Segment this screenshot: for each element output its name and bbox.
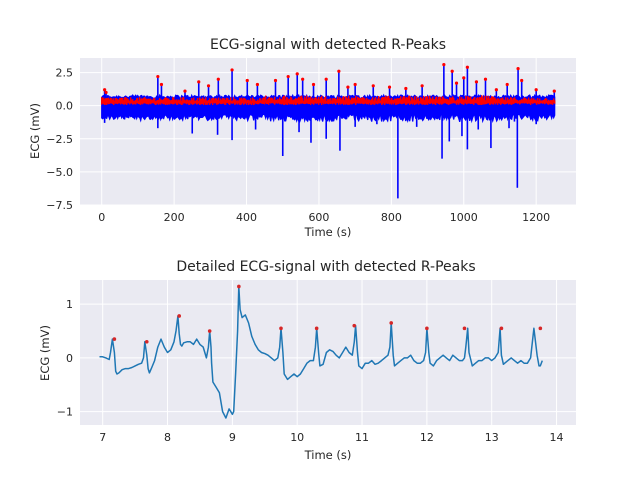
r-peak-marker	[314, 326, 319, 331]
y-tick-label: 1	[66, 298, 73, 311]
r-peak-marker	[324, 77, 328, 81]
r-peak-marker	[462, 76, 466, 80]
y-tick-label: −2.5	[46, 133, 73, 146]
r-peak-marker	[474, 80, 479, 84]
r-peak-marker	[442, 63, 446, 67]
r-peak-marker	[206, 84, 211, 88]
x-tick-label: 400	[236, 211, 257, 224]
detail-x-axis-label: Time (s)	[304, 448, 352, 462]
detail-series	[99, 284, 544, 419]
r-peak-marker	[465, 65, 469, 69]
x-tick-label: 10	[290, 431, 304, 444]
r-peak-marker	[207, 329, 212, 333]
r-peak-marker	[156, 74, 160, 79]
detail-gridlines	[80, 280, 576, 425]
overview-chart-title: ECG-signal with detected R-Peaks	[210, 37, 446, 53]
x-tick-label: 8	[164, 431, 171, 444]
overview-y-tick-labels: 2.5 0.0 −2.5 −5.0 −7.5	[46, 67, 73, 212]
r-peak-marker	[237, 284, 241, 289]
x-tick-label: 200	[164, 211, 185, 224]
x-tick-label: 600	[308, 211, 329, 224]
r-peak-marker	[279, 326, 283, 331]
r-peak-marker	[534, 88, 538, 92]
r-peak-marker	[144, 339, 149, 344]
r-peak-marker	[389, 321, 394, 325]
r-peak-marker	[295, 72, 299, 76]
r-peak-marker	[197, 80, 201, 84]
x-tick-label: 11	[355, 431, 369, 444]
r-peak-marker	[404, 86, 408, 91]
x-tick-label: 0	[98, 211, 105, 224]
r-peak-marker	[352, 323, 357, 328]
r-peak-marker	[462, 326, 467, 331]
r-peak-marker	[245, 78, 249, 83]
r-peak-marker	[420, 84, 424, 88]
y-tick-label: 0.0	[56, 100, 74, 113]
y-tick-label: −1	[57, 406, 73, 419]
overview-x-tick-labels: 0 200 400 600 800 1000 1200	[98, 211, 550, 224]
r-peak-marker	[311, 82, 316, 87]
ecg-detail-line	[99, 285, 544, 419]
overview-plot-area	[80, 58, 576, 205]
r-peak-marker	[505, 82, 509, 87]
y-tick-label: −5.0	[46, 166, 73, 179]
r-peak-marker	[337, 69, 341, 73]
overview-y-axis-label: ECG (mV)	[28, 103, 42, 159]
x-tick-label: 14	[550, 431, 564, 444]
x-tick-label: 1200	[522, 211, 550, 224]
r-peak-markers	[101, 95, 556, 106]
r-peak-marker	[255, 82, 260, 87]
r-peak-marker	[450, 69, 454, 73]
y-tick-label: 0	[66, 352, 73, 365]
r-peak-marker	[104, 90, 108, 95]
r-peak-marker	[301, 77, 305, 81]
r-peak-marker	[499, 326, 504, 331]
y-tick-label: −7.5	[46, 199, 73, 212]
y-tick-label: 2.5	[56, 67, 74, 80]
r-peak-marker	[183, 89, 187, 93]
x-tick-label: 12	[420, 431, 434, 444]
overview-series	[101, 63, 556, 199]
detail-y-tick-labels: 1 0 −1	[57, 298, 73, 418]
r-peak-marker	[371, 84, 375, 88]
r-peak-marker	[177, 314, 181, 318]
r-peak-marker	[454, 81, 459, 85]
x-tick-label: 800	[381, 211, 402, 224]
r-peak-marker	[103, 88, 107, 92]
r-peak-marker	[112, 337, 117, 341]
r-peak-marker	[552, 89, 556, 93]
r-peak-marker	[483, 77, 488, 81]
r-peak-marker	[353, 82, 357, 87]
detail-chart: Detailed ECG-signal with detected R-Peak…	[38, 259, 576, 462]
overview-x-axis-label: Time (s)	[304, 225, 352, 239]
detail-y-axis-label: ECG (mV)	[38, 325, 52, 381]
r-peak-marker	[216, 77, 220, 81]
r-peak-marker	[230, 68, 234, 72]
r-peak-marker	[538, 326, 543, 331]
r-peak-marker	[516, 66, 520, 71]
detail-chart-title: Detailed ECG-signal with detected R-Peak…	[176, 259, 475, 275]
overview-chart: ECG-signal with detected R-Peaks 0 200 400…	[28, 37, 576, 239]
r-peak-marker	[159, 82, 164, 87]
r-peak-marker	[273, 78, 278, 83]
r-peak-marker	[286, 74, 290, 79]
r-peak-marker	[520, 78, 524, 83]
r-peak-marker	[425, 326, 429, 331]
x-tick-label: 1000	[450, 211, 478, 224]
r-peak-marker	[494, 88, 498, 92]
x-tick-label: 13	[485, 431, 499, 444]
detail-x-tick-labels: 7 8 9 10 11 12 13 14	[99, 431, 563, 444]
x-tick-label: 9	[229, 431, 236, 444]
r-peak-marker	[387, 85, 392, 89]
x-tick-label: 7	[99, 431, 106, 444]
r-peak-marker	[346, 85, 350, 89]
